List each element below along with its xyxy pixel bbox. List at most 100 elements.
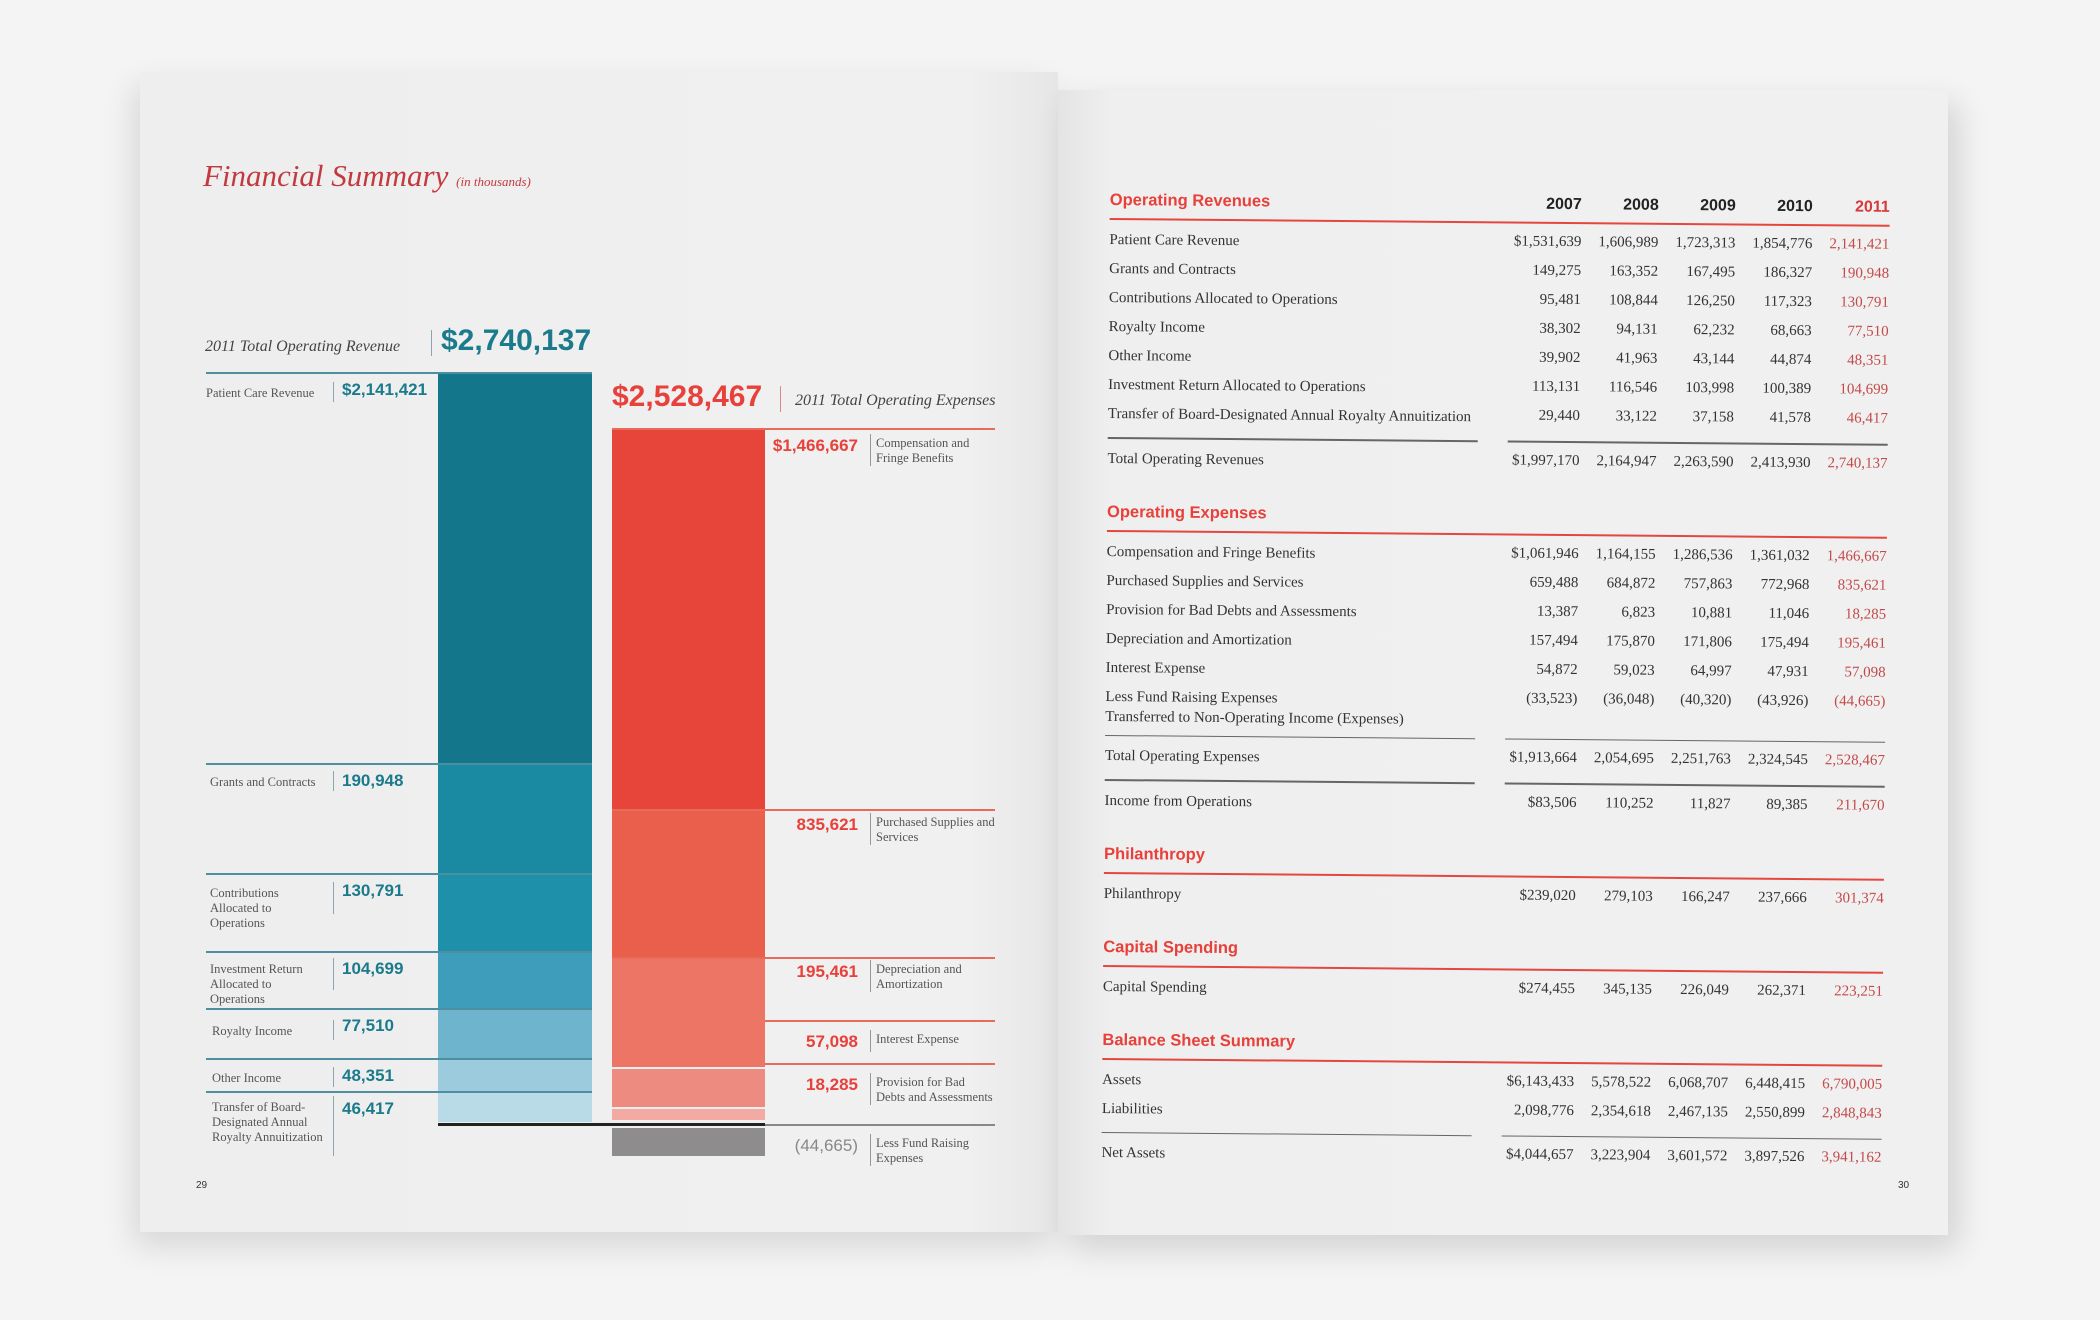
divider [333, 1020, 334, 1040]
rule [1501, 1134, 1882, 1140]
cell-value: 166,247 [1680, 888, 1730, 905]
cell-value: 226,049 [1680, 981, 1729, 998]
cell-value: 18,285 [1844, 605, 1887, 623]
cell-value: 2,354,618 [1590, 1102, 1651, 1120]
cell-value: $4,044,657 [1505, 1146, 1574, 1164]
revenue-segment-label: Royalty Income [212, 1024, 293, 1038]
cell-value: 345,135 [1603, 980, 1652, 998]
page-number-right: 30 [1898, 1180, 1910, 1191]
cell-value: 223,251 [1834, 982, 1883, 1000]
row-label-text: Transfer of Board-Designated Annual Roya… [1107, 405, 1472, 426]
section-title: Balance Sheet Summary [1102, 1030, 1296, 1051]
revenue-segment-label: Patient Care Revenue [206, 386, 315, 400]
row-label-text: Royalty Income [1108, 318, 1205, 336]
expense-segment-value: 835,621 [796, 815, 858, 834]
cell-value: 47,931 [1767, 663, 1809, 680]
divider [870, 813, 871, 845]
total-rule [1105, 734, 1886, 743]
divider [333, 771, 334, 791]
expense-total-label: 2011 Total Operating Expenses [795, 392, 996, 409]
cell-value: 116,546 [1608, 379, 1658, 396]
cell-value: 1,854,776 [1752, 235, 1813, 253]
section-rule [1109, 217, 1890, 227]
cell-value: 89,385 [1766, 796, 1808, 813]
cell-value: 117,323 [1763, 293, 1812, 311]
row-label-text: Total Operating Revenues [1107, 450, 1265, 468]
cell-value: 2,164,947 [1596, 452, 1657, 470]
cell-value: 6,448,415 [1745, 1075, 1806, 1092]
cell-value: $83,506 [1527, 794, 1577, 811]
cell-value: 104,699 [1839, 381, 1889, 398]
cell-value: 44,874 [1770, 351, 1812, 369]
cell-value: 37,158 [1692, 409, 1734, 426]
section-title: Operating Expenses [1106, 502, 1267, 522]
revenue-segment-value: 48,351 [342, 1066, 394, 1085]
revenue-bar-segment [438, 953, 592, 1008]
cell-value: 2,251,763 [1670, 750, 1732, 768]
cell-value: 2,263,590 [1673, 453, 1734, 470]
expense-bar-segment [612, 1069, 765, 1107]
cell-value: 175,870 [1606, 632, 1656, 650]
cell-value: 301,374 [1834, 889, 1884, 907]
cell-value: 130,791 [1840, 294, 1889, 311]
title-note: (in thousands) [456, 174, 531, 189]
total-rule [1101, 1131, 1882, 1140]
cell-value: 6,790,005 [1822, 1075, 1883, 1093]
revenue-leader-line [206, 763, 592, 765]
cell-value: 43,144 [1693, 351, 1735, 368]
year-header: 2007 [1546, 195, 1582, 214]
cell-value: 77,510 [1847, 323, 1889, 340]
cell-value: 64,997 [1690, 662, 1732, 679]
cell-value: 46,417 [1846, 410, 1888, 427]
revenue-leader-line [206, 951, 592, 953]
row-label-text: Other Income [1108, 347, 1192, 365]
revenue-segment-value: 104,699 [342, 959, 404, 978]
row-label: Philanthropy [1104, 879, 1499, 906]
row-label: Less Fund Raising Expenses Transferred to… [1105, 682, 1500, 729]
cell-value: 59,023 [1613, 661, 1655, 679]
row-label-text: Total Operating Expenses [1104, 747, 1260, 766]
revenue-segment-value: $2,141,421 [342, 380, 428, 399]
section-header: Capital Spending [1103, 922, 1883, 963]
revenue-segment-label: Investment Return Allocated to Operation… [210, 962, 303, 1006]
row-label: Compensation and Fringe Benefits [1107, 537, 1502, 564]
cell-value: (33,523) [1526, 690, 1578, 707]
cell-value: 195,461 [1837, 634, 1887, 652]
cell-value: 772,968 [1760, 576, 1810, 593]
cell-value: 684,872 [1606, 574, 1656, 592]
cell-value: 6,068,707 [1668, 1074, 1729, 1091]
row-label-text: Philanthropy [1103, 885, 1182, 903]
cell-value: 3,941,162 [1821, 1149, 1882, 1166]
baseline [438, 1123, 765, 1126]
year-header: 2010 [1777, 197, 1813, 216]
total-rule [1107, 436, 1888, 446]
cell-value: 2,848,843 [1821, 1104, 1882, 1122]
cell-value: 33,122 [1615, 408, 1657, 425]
row-label-text: Investment Return Allocated to Operation… [1108, 376, 1366, 396]
cell-value: 41,963 [1616, 350, 1658, 367]
section-title: Philanthropy [1104, 844, 1206, 864]
cell-value: 167,495 [1686, 264, 1736, 281]
cell-value: 39,902 [1539, 349, 1581, 367]
cell-value: 171,806 [1683, 633, 1733, 650]
row-label: Royalty Income [1109, 313, 1504, 340]
divider [431, 330, 432, 356]
cell-value: 110,252 [1605, 794, 1654, 812]
cell-value: 190,948 [1840, 265, 1890, 282]
cell-value: 29,440 [1538, 407, 1580, 425]
divider [870, 1073, 871, 1105]
row-label-text: Less Fund Raising Expenses [1105, 688, 1278, 706]
financial-table: Operating Revenues 2007 2008 2009 2010 2011 Pa… [1101, 176, 1890, 1175]
fundraising-segment [612, 1128, 765, 1156]
divider [333, 958, 334, 990]
cell-value: 659,488 [1529, 574, 1579, 591]
cell-value: 100,389 [1762, 380, 1812, 398]
cell-value: (43,926) [1757, 692, 1809, 709]
cell-value: 2,413,930 [1750, 454, 1811, 471]
row-label: Capital Spending [1103, 972, 1498, 999]
total-rule [1104, 778, 1885, 788]
revenue-total-value: $2,740,137 [441, 324, 592, 357]
revenue-leader-line [206, 1058, 592, 1060]
rule [1101, 1131, 1472, 1137]
cell-value: 1,606,989 [1598, 234, 1659, 251]
